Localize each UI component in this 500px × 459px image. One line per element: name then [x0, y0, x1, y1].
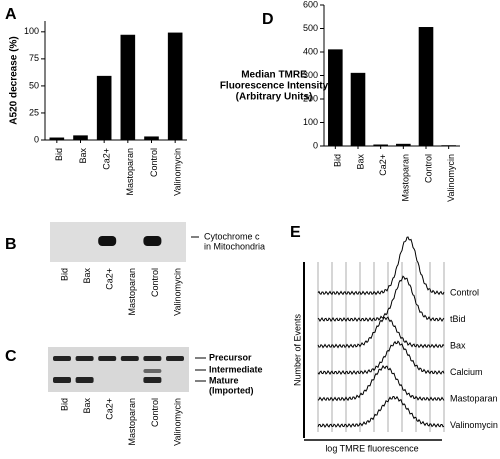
- band: [98, 236, 117, 246]
- panel-letter: D: [262, 11, 274, 28]
- trace-label: Calcium: [450, 367, 483, 377]
- lane-label: Bax: [78, 148, 88, 164]
- y-tick-label: 50: [29, 80, 39, 90]
- y-tick-label: 0: [313, 140, 318, 150]
- gel-label: Intermediate: [209, 364, 263, 374]
- lane-label: Mastoparan: [127, 268, 137, 316]
- gel-label: Precursor: [209, 352, 252, 362]
- bar: [373, 144, 388, 147]
- histogram-trace: [317, 236, 445, 296]
- lane-label: Valinomycin: [446, 154, 456, 202]
- lane-label: Ca2+: [102, 148, 112, 170]
- y-axis-label: A520 decrease (%): [9, 36, 20, 124]
- y-tick-label: 25: [29, 107, 39, 117]
- histogram-trace: [317, 316, 445, 349]
- band: [143, 356, 162, 361]
- lane-label: Control: [423, 154, 433, 183]
- y-tick-label: 75: [29, 53, 39, 63]
- band: [98, 356, 117, 361]
- panel-letter: B: [5, 236, 17, 253]
- histogram-trace: [317, 395, 445, 428]
- lane-label: Bid: [59, 398, 69, 411]
- band: [53, 377, 71, 383]
- gel-label: (Imported): [209, 385, 254, 395]
- lane-label: Bid: [333, 154, 343, 167]
- y-axis-label: Median TMRE: [241, 70, 307, 81]
- lane-label: Bid: [54, 148, 64, 161]
- y-axis-label: Fluorescence Intensity: [220, 81, 329, 92]
- lane-label: Mastoparan: [401, 154, 411, 202]
- x-axis-label: log TMRE fluorescence: [325, 443, 418, 453]
- bar: [441, 145, 456, 147]
- panel-letter: C: [5, 348, 17, 365]
- trace-label: Mastoparan: [450, 393, 498, 403]
- lane-label: Ca2+: [378, 154, 388, 176]
- band: [143, 377, 162, 383]
- lane-label: Bax: [82, 268, 92, 284]
- trace-label: Valinomycin: [450, 420, 498, 430]
- gel: [50, 222, 186, 262]
- lane-label: Bid: [59, 268, 69, 281]
- bar: [144, 136, 159, 141]
- band: [75, 377, 94, 383]
- band: [143, 236, 162, 246]
- lane-label: Mastoparan: [127, 398, 137, 446]
- y-tick-label: 200: [303, 93, 318, 103]
- trace-label: Bax: [450, 340, 466, 350]
- lane-label: Control: [149, 148, 159, 177]
- bar: [396, 143, 411, 147]
- gel-label: Mature: [209, 375, 239, 385]
- y-tick-label: 500: [303, 23, 318, 33]
- bar: [350, 72, 366, 147]
- band: [166, 356, 184, 361]
- lane-label: Control: [150, 268, 160, 297]
- y-tick-label: 400: [303, 46, 318, 56]
- y-tick-label: 100: [24, 26, 39, 36]
- bar: [120, 34, 136, 141]
- bar: [49, 137, 65, 141]
- band: [53, 356, 71, 361]
- bar: [418, 27, 434, 147]
- bar: [96, 75, 112, 141]
- lane-label: Valinomycin: [172, 268, 182, 316]
- trace-label: Control: [450, 287, 479, 297]
- y-tick-label: 300: [303, 70, 318, 80]
- y-tick-label: 100: [303, 117, 318, 127]
- lane-label: Valinomycin: [173, 148, 183, 196]
- y-axis-label: (Arbitrary Units): [236, 92, 313, 103]
- lane-label: Mastoparan: [125, 148, 135, 196]
- lane-label: Bax: [82, 398, 92, 414]
- gel: [48, 347, 189, 392]
- y-axis-label: Number of Events: [292, 313, 302, 386]
- gel-label: Cytochrome c: [204, 231, 260, 241]
- band: [120, 356, 139, 361]
- panel-letter: A: [5, 6, 17, 23]
- gel-label: in Mitochondria: [204, 241, 265, 251]
- lane-label: Valinomycin: [172, 398, 182, 446]
- lane-label: Ca2+: [105, 268, 115, 290]
- lane-label: Bax: [355, 154, 365, 170]
- bar: [328, 49, 343, 147]
- histogram-trace: [317, 340, 445, 375]
- y-tick-label: 0: [34, 134, 39, 144]
- lane-label: Control: [150, 398, 160, 427]
- panel-letter: E: [290, 224, 301, 241]
- histogram-trace: [317, 364, 445, 402]
- bar: [167, 32, 183, 141]
- y-tick-label: 600: [303, 0, 318, 9]
- band: [143, 369, 162, 373]
- band: [75, 356, 94, 361]
- lane-label: Ca2+: [105, 398, 115, 420]
- trace-label: tBid: [450, 314, 466, 324]
- histogram-trace: [317, 275, 445, 322]
- bar: [73, 135, 88, 141]
